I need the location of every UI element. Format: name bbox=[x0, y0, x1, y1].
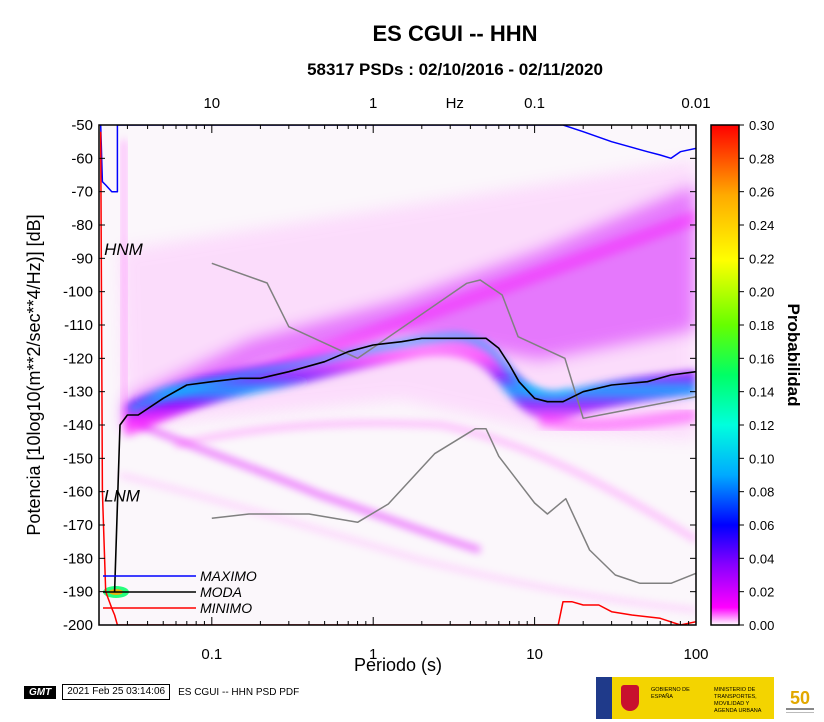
top-axis-unit: Hz bbox=[446, 95, 464, 112]
legend: MAXIMO MODA MINIMO bbox=[103, 568, 257, 616]
colorbar-label: Probabilidad bbox=[784, 304, 803, 407]
colorbar-tick-label: 0.18 bbox=[749, 318, 774, 333]
top-tick-label: 10 bbox=[203, 95, 220, 112]
axes: -200 -190 -180 -170 -160 -150 -140 -130 -120 -110… bbox=[63, 95, 711, 663]
x-tick-label: 10 bbox=[526, 646, 543, 663]
y-tick-label: -150 bbox=[63, 450, 93, 467]
y-tick-label: -180 bbox=[63, 550, 93, 567]
y-tick-label: -130 bbox=[63, 384, 93, 401]
legend-label-maximo: MAXIMO bbox=[200, 568, 257, 584]
top-tick-label: 0.01 bbox=[681, 95, 710, 112]
density-heatmap bbox=[103, 140, 696, 613]
x-axis-label: Periodo (s) bbox=[354, 655, 442, 675]
y-tick-label: -110 bbox=[64, 317, 93, 334]
plot-frame bbox=[98, 124, 697, 626]
hnm-annotation: HNM bbox=[104, 240, 144, 259]
colorbar bbox=[710, 124, 740, 626]
gov-right-text: MINISTERIO DE TRANSPORTES, MOVILIDAD Y A… bbox=[711, 677, 774, 719]
y-tick-label: -100 bbox=[63, 284, 93, 301]
gov-left-text: GOBIERNO DE ESPAÑA bbox=[648, 677, 711, 719]
colorbar-tick-label: 0.24 bbox=[749, 218, 774, 233]
colorbar-tick-label: 0.14 bbox=[749, 385, 774, 400]
anniversary-number: 50 bbox=[790, 688, 810, 708]
series-line-lnm bbox=[211, 427, 696, 585]
y-tick-label: -190 bbox=[63, 584, 93, 601]
timestamp: 2021 Feb 25 03:14:06 bbox=[62, 684, 171, 700]
colorbar-tick-label: 0.02 bbox=[749, 585, 774, 600]
colorbar-tick-label: 0.30 bbox=[749, 118, 774, 133]
top-tick-label: 0.1 bbox=[524, 95, 545, 112]
y-tick-label: -60 bbox=[71, 150, 93, 167]
y-axis-label: Potencia [10log10(m**2/sec**4/Hz)] [dB] bbox=[24, 214, 44, 535]
y-tick-label: -90 bbox=[71, 250, 93, 267]
lnm-annotation: LNM bbox=[104, 487, 141, 506]
coat-of-arms-icon bbox=[612, 677, 648, 719]
series-line-maximo bbox=[99, 125, 696, 193]
series-line-minimo bbox=[99, 131, 696, 625]
x-tick-label: 0.1 bbox=[201, 646, 222, 663]
y-tick-label: -80 bbox=[71, 217, 93, 234]
y-tick-label: -200 bbox=[63, 617, 93, 634]
legend-label-moda: MODA bbox=[200, 584, 242, 600]
x-tick-label: 100 bbox=[683, 646, 708, 663]
colorbar-tick-label: 0.20 bbox=[749, 285, 774, 300]
top-tick-label: 1 bbox=[369, 95, 377, 112]
x-tick-label: 1 bbox=[369, 646, 377, 663]
legend-label-minimo: MINIMO bbox=[200, 600, 252, 616]
y-tick-label: -120 bbox=[63, 350, 93, 367]
colorbar-tick-label: 0.06 bbox=[749, 518, 774, 533]
colorbar-ticks: 0.00 0.02 0.04 0.06 0.08 0.10 0.12 0.14 0.16 0.18… bbox=[739, 118, 774, 633]
colorbar-tick-label: 0.28 bbox=[749, 151, 774, 166]
colorbar-tick-label: 0.10 bbox=[749, 451, 774, 466]
y-tick-label: -70 bbox=[71, 184, 93, 201]
colorbar-tick-label: 0.00 bbox=[749, 618, 774, 633]
colorbar-tick-label: 0.08 bbox=[749, 485, 774, 500]
government-logo: GOBIERNO DE ESPAÑA MINISTERIO DE TRANSPO… bbox=[596, 677, 774, 719]
colorbar-tick-label: 0.04 bbox=[749, 551, 774, 566]
colorbar-tick-label: 0.26 bbox=[749, 185, 774, 200]
y-tick-label: -160 bbox=[63, 484, 93, 501]
footer: GMT 2021 Feb 25 03:14:06 ES CGUI -- HHN … bbox=[24, 684, 299, 700]
series-line-hnm bbox=[211, 262, 696, 420]
colorbar-tick-label: 0.16 bbox=[749, 351, 774, 366]
anniversary-logo: 50 bbox=[786, 688, 814, 713]
y-tick-label: -50 bbox=[71, 117, 93, 134]
footer-caption: ES CGUI -- HHN PSD PDF bbox=[178, 686, 300, 698]
chart-title: ES CGUI -- HHN bbox=[373, 21, 538, 46]
y-tick-label: -170 bbox=[63, 517, 93, 534]
colorbar-tick-label: 0.22 bbox=[749, 251, 774, 266]
eu-flag-icon bbox=[596, 677, 612, 719]
y-tick-label: -140 bbox=[63, 417, 93, 434]
colorbar-tick-label: 0.12 bbox=[749, 418, 774, 433]
series-line-moda bbox=[113, 337, 696, 592]
gmt-logo: GMT bbox=[24, 685, 57, 699]
chart-subtitle: 58317 PSDs : 02/10/2016 - 02/11/2020 bbox=[307, 60, 603, 79]
series-lines bbox=[99, 125, 696, 625]
